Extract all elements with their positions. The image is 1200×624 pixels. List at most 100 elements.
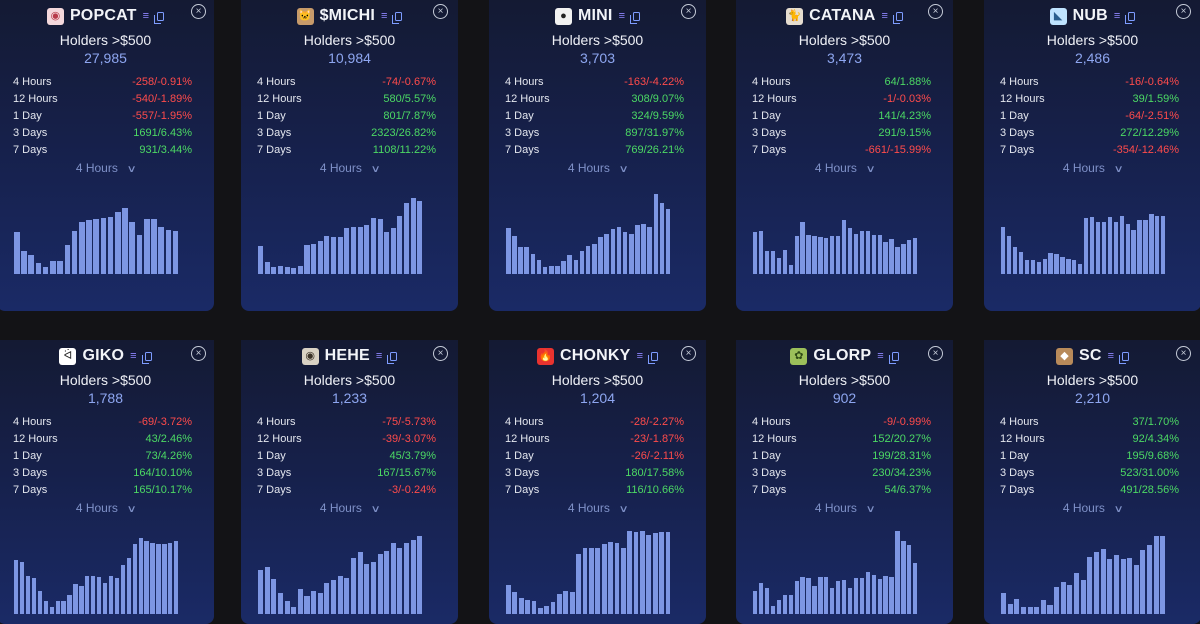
menu-lines-icon[interactable]: ≡ <box>636 350 643 362</box>
card-header: 🔥 CHONKY ≡ <box>489 345 706 367</box>
period-dropdown[interactable]: 4 Hours ∨ <box>241 501 458 515</box>
stat-row: 1 Day 199/28.31% <box>752 448 931 465</box>
chevron-down-icon: ∨ <box>618 504 629 515</box>
chart-bar <box>595 548 601 614</box>
chart-bar <box>853 233 859 274</box>
stat-change-value: 272/12.29% <box>1120 127 1179 139</box>
chart-bar <box>304 596 310 614</box>
chart-bar <box>31 578 37 614</box>
token-card[interactable]: 🔥 CHONKY ≡ × Holders >$500 1,204 4 Hours… <box>489 340 706 624</box>
menu-lines-icon[interactable]: ≡ <box>618 10 625 22</box>
close-icon[interactable]: × <box>191 4 206 19</box>
chart-bar <box>1101 222 1107 274</box>
stat-period-label: 12 Hours <box>505 93 550 105</box>
period-dropdown[interactable]: 4 Hours ∨ <box>489 161 706 175</box>
stat-period-label: 1 Day <box>13 450 42 462</box>
period-label: 4 Hours <box>319 161 362 175</box>
stat-row: 7 Days 769/26.21% <box>505 142 684 159</box>
menu-lines-icon[interactable]: ≡ <box>881 10 888 22</box>
menu-lines-icon[interactable]: ≡ <box>130 350 137 362</box>
token-card[interactable]: ✿ GLORP ≡ × Holders >$500 902 4 Hours -9… <box>736 340 953 624</box>
stat-period-label: 12 Hours <box>257 433 302 445</box>
holders-count: 1,204 <box>579 390 616 406</box>
period-dropdown[interactable]: 4 Hours ∨ <box>984 161 1200 175</box>
period-dropdown[interactable]: 4 Hours ∨ <box>736 161 953 175</box>
menu-lines-icon[interactable]: ≡ <box>1113 10 1121 22</box>
chart-bar <box>776 599 782 614</box>
stat-period-label: 4 Hours <box>13 76 52 88</box>
chart-bar <box>652 533 658 614</box>
stat-row: 3 Days 167/15.67% <box>257 465 436 482</box>
copy-icon[interactable] <box>892 11 903 24</box>
chart-bar <box>73 583 78 614</box>
copy-icon[interactable] <box>630 11 640 24</box>
copy-icon[interactable] <box>392 11 403 24</box>
menu-lines-icon[interactable]: ≡ <box>1107 350 1115 362</box>
copy-icon[interactable] <box>387 351 398 364</box>
close-icon[interactable]: × <box>191 346 206 361</box>
chart-bar <box>1147 545 1153 614</box>
chart-bar <box>1054 586 1060 614</box>
close-icon[interactable]: × <box>681 4 696 19</box>
token-card[interactable]: ◆ SC ≡ × Holders >$500 2,210 4 Hours 37/… <box>984 340 1200 624</box>
holder-change-table: 4 Hours -75/-5.73% 12 Hours -39/-3.07% 1… <box>257 414 436 499</box>
period-dropdown[interactable]: 4 Hours ∨ <box>0 501 214 515</box>
card-header: ᐛ GIKO ≡ <box>0 345 214 367</box>
close-icon[interactable]: × <box>928 4 943 19</box>
chart-bar <box>1074 572 1080 614</box>
token-ticker: GIKO <box>82 347 125 364</box>
period-dropdown[interactable]: 4 Hours ∨ <box>241 161 458 175</box>
token-card[interactable]: ● MINI ≡ × Holders >$500 3,703 4 Hours -… <box>489 0 706 311</box>
chart-bar <box>659 202 665 274</box>
holder-change-table: 4 Hours -9/-0.99% 12 Hours 152/20.27% 1 … <box>752 414 931 499</box>
close-icon[interactable]: × <box>1176 4 1191 19</box>
chart-bar <box>390 542 396 614</box>
chevron-down-icon: ∨ <box>865 504 876 515</box>
period-label: 4 Hours <box>1062 161 1105 175</box>
period-dropdown[interactable]: 4 Hours ∨ <box>736 501 953 515</box>
chart-bar <box>1040 599 1046 614</box>
copy-icon[interactable] <box>647 351 658 364</box>
chart-bar <box>93 218 99 274</box>
chart-bar <box>1084 217 1089 274</box>
menu-lines-icon[interactable]: ≡ <box>877 350 884 362</box>
chart-bar <box>317 241 323 274</box>
chart-bar <box>841 580 847 614</box>
token-card[interactable]: 🐈 CATANA ≡ × Holders >$500 3,473 4 Hours… <box>736 0 953 311</box>
stat-period-label: 7 Days <box>505 144 540 156</box>
chart-bar <box>172 230 179 274</box>
chart-bar <box>592 243 597 274</box>
copy-icon[interactable] <box>1125 11 1136 24</box>
chart-bar <box>628 233 634 274</box>
chart-bar <box>264 567 270 614</box>
chart-bar <box>616 227 622 274</box>
stat-period-label: 12 Hours <box>752 93 797 105</box>
close-icon[interactable]: × <box>681 346 696 361</box>
copy-icon[interactable] <box>1119 351 1130 364</box>
token-card[interactable]: ᐛ GIKO ≡ × Holders >$500 1,788 4 Hours -… <box>0 340 214 624</box>
copy-icon[interactable] <box>141 351 152 364</box>
chart-bar <box>144 540 149 614</box>
token-card[interactable]: ◉ HEHE ≡ × Holders >$500 1,233 4 Hours -… <box>241 340 458 624</box>
stat-change-value: 897/31.97% <box>625 127 684 139</box>
menu-lines-icon[interactable]: ≡ <box>375 350 383 362</box>
period-dropdown[interactable]: 4 Hours ∨ <box>984 501 1200 515</box>
chevron-down-icon: ∨ <box>370 504 381 515</box>
copy-icon[interactable] <box>888 351 899 364</box>
close-icon[interactable]: × <box>433 346 448 361</box>
close-icon[interactable]: × <box>928 346 943 361</box>
stat-period-label: 1 Day <box>1000 110 1029 122</box>
token-card[interactable]: ◣ NUB ≡ × Holders >$500 2,486 4 Hours -1… <box>984 0 1200 311</box>
period-dropdown[interactable]: 4 Hours ∨ <box>0 161 214 175</box>
menu-lines-icon[interactable]: ≡ <box>381 10 388 22</box>
copy-icon[interactable] <box>154 11 165 24</box>
chart-bar <box>610 228 616 274</box>
menu-lines-icon[interactable]: ≡ <box>142 10 150 22</box>
token-card[interactable]: ◉ POPCAT ≡ × Holders >$500 27,985 4 Hour… <box>0 0 214 311</box>
token-card[interactable]: 🐱 $MICHI ≡ × Holders >$500 10,984 4 Hour… <box>241 0 458 311</box>
period-dropdown[interactable]: 4 Hours ∨ <box>489 501 706 515</box>
stat-row: 3 Days 230/34.23% <box>752 465 931 482</box>
close-icon[interactable]: × <box>1176 346 1191 361</box>
holders-count: 902 <box>832 390 857 406</box>
close-icon[interactable]: × <box>433 4 448 19</box>
